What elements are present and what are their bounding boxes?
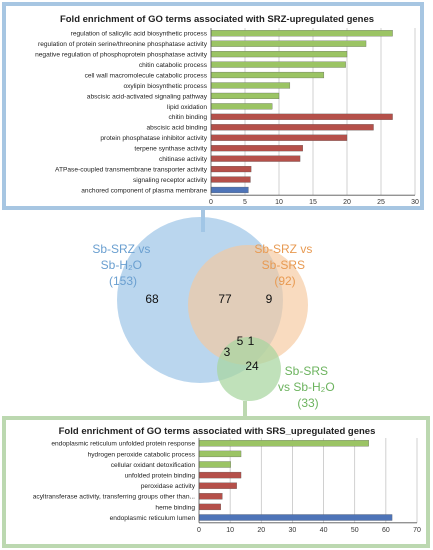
category-label: chitin binding — [169, 114, 208, 121]
bar — [210, 176, 251, 183]
category-label: peroxidase activity — [141, 483, 196, 490]
category-label: lipid oxidation — [167, 104, 207, 111]
x-tick-label: 0 — [197, 527, 201, 534]
x-tick-label: 25 — [377, 199, 385, 206]
category-label: unfolded protein binding — [125, 473, 196, 480]
category-label: negative regulation of phosphoprotein ph… — [35, 52, 208, 59]
category-label: protein phosphatase inhibitor activity — [100, 135, 207, 142]
bar — [210, 61, 346, 68]
venn-count-all-three: 5 — [237, 334, 244, 348]
venn-diagram: Sb-SRZ vs Sb-H₂O (153) Sb-SRZ vs Sb-SRS … — [92, 217, 338, 410]
x-tick-label: 10 — [275, 199, 283, 206]
venn-set-label-line: (92) — [274, 274, 295, 288]
venn-circle-srs-vs-h2o — [217, 337, 281, 401]
category-label: ATPase-coupled transmembrane transporter… — [55, 166, 208, 173]
venn-set-label-line: Sb-H₂O — [101, 258, 142, 272]
venn-set-label-line: (33) — [297, 396, 318, 410]
x-tick-label: 15 — [309, 199, 317, 206]
category-label: heme binding — [155, 504, 195, 511]
x-tick-label: 20 — [343, 199, 351, 206]
x-tick-label: 50 — [351, 527, 359, 534]
category-label: terpene synthase activity — [134, 146, 207, 153]
venn-count-srz-h2o-and-srz-srs: 77 — [218, 292, 232, 306]
bottom-chart: 0 10 20 30 40 50 60 70 endoplasmic reticulum unf… — [33, 438, 421, 534]
venn-count-srs-h2o-only: 24 — [245, 359, 259, 373]
category-label: endoplasmic reticulum unfolded protein r… — [51, 441, 195, 448]
bar — [198, 440, 369, 447]
bar — [210, 103, 273, 110]
x-tick-label: 30 — [411, 199, 419, 206]
venn-count-srz-h2o-and-srs-h2o: 3 — [224, 345, 231, 359]
venn-set-label-line: vs Sb-H₂O — [278, 380, 335, 394]
x-tick-label: 30 — [289, 527, 297, 534]
bar — [210, 71, 325, 79]
bar — [210, 82, 291, 89]
venn-set-label-line: Sb-SRS — [262, 258, 305, 272]
bar — [210, 51, 348, 58]
venn-set-label-srz-vs-srs: Sb-SRZ vs Sb-SRS (92) — [254, 242, 315, 288]
x-tick-label: 5 — [243, 199, 247, 206]
category-label: abscisic acid binding — [147, 125, 208, 132]
bar — [198, 461, 231, 468]
bar — [210, 145, 303, 152]
bar — [210, 186, 249, 194]
category-label: anchored component of plasma membrane — [81, 187, 207, 194]
category-label: regulation of protein serine/threonine p… — [38, 41, 208, 48]
bar — [210, 165, 252, 173]
bar — [198, 514, 393, 521]
bar — [210, 134, 348, 141]
venn-set-label-line: Sb-SRZ vs — [92, 242, 150, 256]
x-tick-label: 0 — [209, 199, 213, 206]
x-tick-label: 40 — [320, 527, 328, 534]
x-tick-label: 20 — [257, 527, 265, 534]
x-tick-label: 10 — [226, 527, 234, 534]
venn-set-label-line: Sb-SRZ vs — [254, 242, 312, 256]
category-label: signaling receptor activity — [133, 177, 208, 184]
venn-set-label-line: Sb-SRS — [285, 364, 328, 378]
bar — [210, 40, 367, 47]
bar — [198, 450, 242, 458]
category-label: acyltransferase activity, transferring g… — [33, 494, 195, 501]
category-label: hydrogen peroxide catabolic process — [88, 451, 196, 458]
venn-set-label-srz-vs-h2o: Sb-SRZ vs Sb-H₂O (153) — [92, 242, 153, 288]
bar — [210, 30, 393, 37]
bar — [198, 471, 242, 479]
x-tick-label: 60 — [382, 527, 390, 534]
venn-count-srz-srs-and-srs-h2o: 1 — [248, 334, 255, 348]
category-label: chitinase activity — [159, 156, 208, 163]
bottom-chart-title: Fold enrichment of GO terms associated w… — [59, 426, 376, 437]
bar — [210, 113, 393, 120]
bar — [198, 493, 223, 500]
top-chart-title: Fold enrichment of GO terms associated w… — [60, 14, 374, 25]
venn-circle-srz-vs-srs — [188, 245, 308, 365]
category-label: cellular oxidant detoxification — [111, 462, 196, 469]
venn-set-label-srs-vs-h2o: Sb-SRS vs Sb-H₂O (33) — [278, 364, 338, 410]
bar — [210, 124, 374, 131]
category-label: cell wall macromolecule catabolic proces… — [85, 72, 208, 79]
bar — [198, 503, 221, 511]
venn-count-srz-h2o-only: 68 — [145, 292, 159, 306]
category-label: oxylipin biosynthetic process — [123, 83, 207, 90]
bar — [210, 155, 301, 162]
top-chart: 0 5 10 15 20 25 30 regulation of salicylic acid… — [35, 28, 419, 206]
category-label: chitin catabolic process — [139, 62, 208, 69]
bottom-chart-frame — [2, 416, 430, 548]
bar — [210, 92, 280, 99]
bar — [198, 482, 237, 489]
x-tick-label: 70 — [413, 527, 421, 534]
category-label: abscisic acid-activated signaling pathwa… — [87, 93, 208, 100]
venn-count-srz-srs-only: 9 — [266, 292, 273, 306]
category-label: regulation of salicylic acid biosyntheti… — [71, 31, 208, 38]
category-label: endoplasmic reticulum lumen — [110, 515, 196, 522]
venn-set-label-line: (153) — [109, 274, 137, 288]
